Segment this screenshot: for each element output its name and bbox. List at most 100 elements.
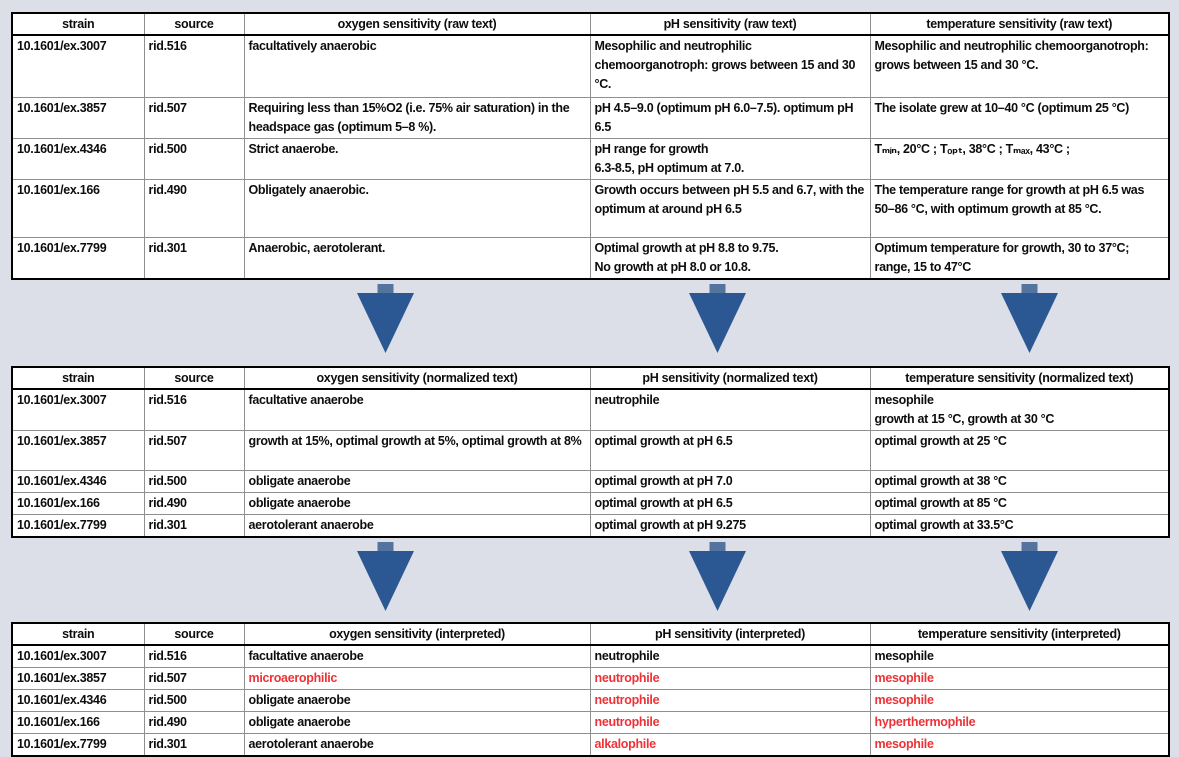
cell-ph: optimal growth at pH 9.275 (589, 513, 871, 537)
raw-text-table: strain source oxygen sensitivity (raw text… (11, 12, 1170, 280)
table-row: 10.1601/ex.166 rid.490 obligate anaerobe ne… (11, 710, 1170, 734)
cell-ph: neutrophile (589, 644, 871, 668)
normalization-pipeline-figure: strain source oxygen sensitivity (raw text… (11, 12, 1170, 757)
cell-source: rid.500 (143, 469, 245, 493)
header-ph: pH sensitivity (interpreted) (589, 622, 871, 646)
cell-oxygen: obligate anaerobe (243, 469, 591, 493)
cell-source: rid.516 (143, 34, 245, 98)
cell-strain: 10.1601/ex.3007 (11, 34, 145, 98)
cell-source: rid.301 (143, 513, 245, 537)
arrow-row-1 (11, 280, 1168, 366)
cell-temperature: mesophile growth at 15 °C, growth at 30 … (869, 388, 1170, 431)
interpreted-table: strain source oxygen sensitivity (interpre… (11, 621, 1170, 757)
table-row: 10.1601/ex.3007 rid.516 facultatively anae… (11, 34, 1170, 98)
cell-oxygen: facultative anaerobe (243, 644, 591, 668)
cell-oxygen: growth at 15%, optimal growth at 5%, opt… (243, 429, 591, 471)
header-strain: strain (11, 366, 145, 390)
cell-temperature: optimal growth at 33.5°C (869, 513, 1170, 537)
down-arrow-icon (689, 541, 746, 611)
cell-temperature: mesophile (869, 732, 1170, 756)
header-ph: pH sensitivity (raw text) (589, 12, 871, 36)
cell-strain: 10.1601/ex.3007 (11, 644, 145, 668)
header-oxygen: oxygen sensitivity (raw text) (243, 12, 591, 36)
header-temperature: temperature sensitivity (interpreted) (869, 622, 1170, 646)
table-row: 10.1601/ex.4346 rid.500 Strict anaerobe. pH… (11, 137, 1170, 180)
cell-oxygen: Requiring less than 15%O2 (i.e. 75% air … (243, 96, 591, 139)
arrow-row-2 (11, 538, 1168, 622)
normalized-text-table: strain source oxygen sensitivity (normaliz… (11, 365, 1170, 538)
table-row: 10.1601/ex.7799 rid.301 aerotolerant anaer… (11, 513, 1170, 537)
table-row: 10.1601/ex.3007 rid.516 facultative anaero… (11, 644, 1170, 668)
cell-temperature: optimal growth at 85 °C (869, 491, 1170, 515)
cell-source: rid.500 (143, 137, 245, 180)
cell-ph: neutrophile (589, 688, 871, 712)
cell-ph: Optimal growth at pH 8.8 to 9.75. No gro… (589, 236, 871, 279)
cell-source: rid.301 (143, 732, 245, 756)
cell-strain: 10.1601/ex.3857 (11, 666, 145, 690)
cell-strain: 10.1601/ex.4346 (11, 688, 145, 712)
header-strain: strain (11, 622, 145, 646)
cell-oxygen: obligate anaerobe (243, 688, 591, 712)
table-row: 10.1601/ex.3857 rid.507 growth at 15%, opt… (11, 429, 1170, 471)
cell-strain: 10.1601/ex.3857 (11, 96, 145, 139)
cell-temperature: The temperature range for growth at pH 6… (869, 178, 1170, 238)
cell-source: rid.516 (143, 644, 245, 668)
cell-oxygen: Anaerobic, aerotolerant. (243, 236, 591, 279)
cell-oxygen: facultatively anaerobic (243, 34, 591, 98)
cell-oxygen: facultative anaerobe (243, 388, 591, 431)
down-arrow-icon (1001, 283, 1058, 353)
cell-oxygen: obligate anaerobe (243, 491, 591, 515)
down-arrow-icon (1001, 541, 1058, 611)
cell-oxygen: obligate anaerobe (243, 710, 591, 734)
cell-temperature: mesophile (869, 666, 1170, 690)
cell-temperature: optimal growth at 38 °C (869, 469, 1170, 493)
table-row: 10.1601/ex.7799 rid.301 aerotolerant anaer… (11, 732, 1170, 756)
cell-source: rid.516 (143, 388, 245, 431)
cell-source: rid.500 (143, 688, 245, 712)
cell-strain: 10.1601/ex.166 (11, 491, 145, 515)
table-row: 10.1601/ex.3857 rid.507 microaerophilic neu… (11, 666, 1170, 690)
cell-strain: 10.1601/ex.7799 (11, 513, 145, 537)
cell-temperature: The isolate grew at 10–40 °C (optimum 25… (869, 96, 1170, 139)
header-oxygen: oxygen sensitivity (interpreted) (243, 622, 591, 646)
cell-temperature: hyperthermophile (869, 710, 1170, 734)
header-oxygen: oxygen sensitivity (normalized text) (243, 366, 591, 390)
down-arrow-icon (689, 283, 746, 353)
table-row: 10.1601/ex.3857 rid.507 Requiring less tha… (11, 96, 1170, 139)
cell-strain: 10.1601/ex.3007 (11, 388, 145, 431)
down-arrow-icon (357, 283, 414, 353)
header-temperature: temperature sensitivity (raw text) (869, 12, 1170, 36)
cell-ph: neutrophile (589, 710, 871, 734)
cell-source: rid.301 (143, 236, 245, 279)
cell-source: rid.490 (143, 710, 245, 734)
cell-source: rid.490 (143, 491, 245, 515)
cell-source: rid.507 (143, 429, 245, 471)
header-temperature: temperature sensitivity (normalized text… (869, 366, 1170, 390)
cell-temperature: Mesophilic and neutrophilic chemoorganot… (869, 34, 1170, 98)
cell-source: rid.507 (143, 666, 245, 690)
cell-ph: pH 4.5–9.0 (optimum pH 6.0–7.5). optimum… (589, 96, 871, 139)
cell-ph: optimal growth at pH 6.5 (589, 429, 871, 471)
cell-strain: 10.1601/ex.7799 (11, 236, 145, 279)
cell-oxygen: aerotolerant anaerobe (243, 732, 591, 756)
header-source: source (143, 622, 245, 646)
cell-ph: neutrophile (589, 666, 871, 690)
cell-strain: 10.1601/ex.3857 (11, 429, 145, 471)
cell-source: rid.507 (143, 96, 245, 139)
down-arrow-icon (357, 541, 414, 611)
cell-oxygen: Obligately anaerobic. (243, 178, 591, 238)
cell-ph: optimal growth at pH 7.0 (589, 469, 871, 493)
cell-ph: neutrophile (589, 388, 871, 431)
table-row: 10.1601/ex.166 rid.490 obligate anaerobe op… (11, 491, 1170, 515)
cell-strain: 10.1601/ex.166 (11, 710, 145, 734)
cell-ph: Mesophilic and neutrophilic chemoorganot… (589, 34, 871, 98)
cell-strain: 10.1601/ex.4346 (11, 469, 145, 493)
cell-oxygen: Strict anaerobe. (243, 137, 591, 180)
cell-strain: 10.1601/ex.166 (11, 178, 145, 238)
header-source: source (143, 12, 245, 36)
cell-temperature: Optimum temperature for growth, 30 to 37… (869, 236, 1170, 279)
cell-strain: 10.1601/ex.7799 (11, 732, 145, 756)
header-ph: pH sensitivity (normalized text) (589, 366, 871, 390)
table-row: 10.1601/ex.4346 rid.500 obligate anaerobe n… (11, 688, 1170, 712)
cell-oxygen: aerotolerant anaerobe (243, 513, 591, 537)
